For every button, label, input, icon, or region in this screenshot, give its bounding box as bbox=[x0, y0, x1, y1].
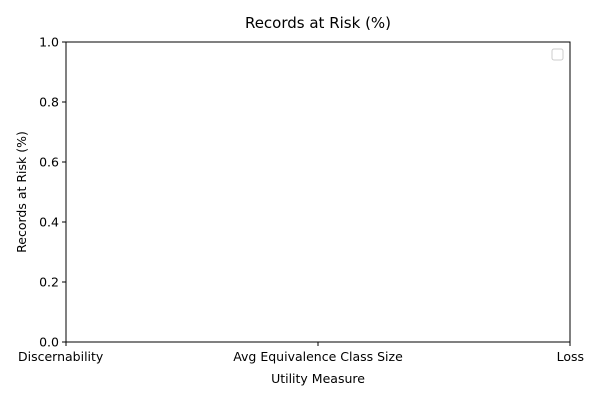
plot-area bbox=[65, 41, 571, 343]
y-axis: 0.0 0.2 0.4 0.6 0.8 1.0 bbox=[39, 35, 66, 350]
chart-title: Records at Risk (%) bbox=[245, 14, 391, 32]
y-tick-label: 1.0 bbox=[39, 35, 59, 50]
legend-box bbox=[551, 48, 564, 61]
y-tick-label: 0.8 bbox=[39, 95, 59, 110]
y-axis-label: Records at Risk (%) bbox=[14, 131, 29, 253]
x-tick-label: Loss bbox=[557, 349, 584, 364]
y-tick-label: 0.4 bbox=[39, 215, 59, 230]
y-tick-label: 0.0 bbox=[39, 335, 59, 350]
x-axis: Discernability Avg Equivalence Class Size… bbox=[18, 342, 584, 364]
y-tick-label: 0.6 bbox=[39, 155, 59, 170]
x-tick-label: Avg Equivalence Class Size bbox=[233, 349, 403, 364]
y-tick-label: 0.2 bbox=[39, 275, 59, 290]
x-tick-label: Discernability bbox=[18, 349, 104, 364]
x-axis-label: Utility Measure bbox=[271, 371, 365, 386]
